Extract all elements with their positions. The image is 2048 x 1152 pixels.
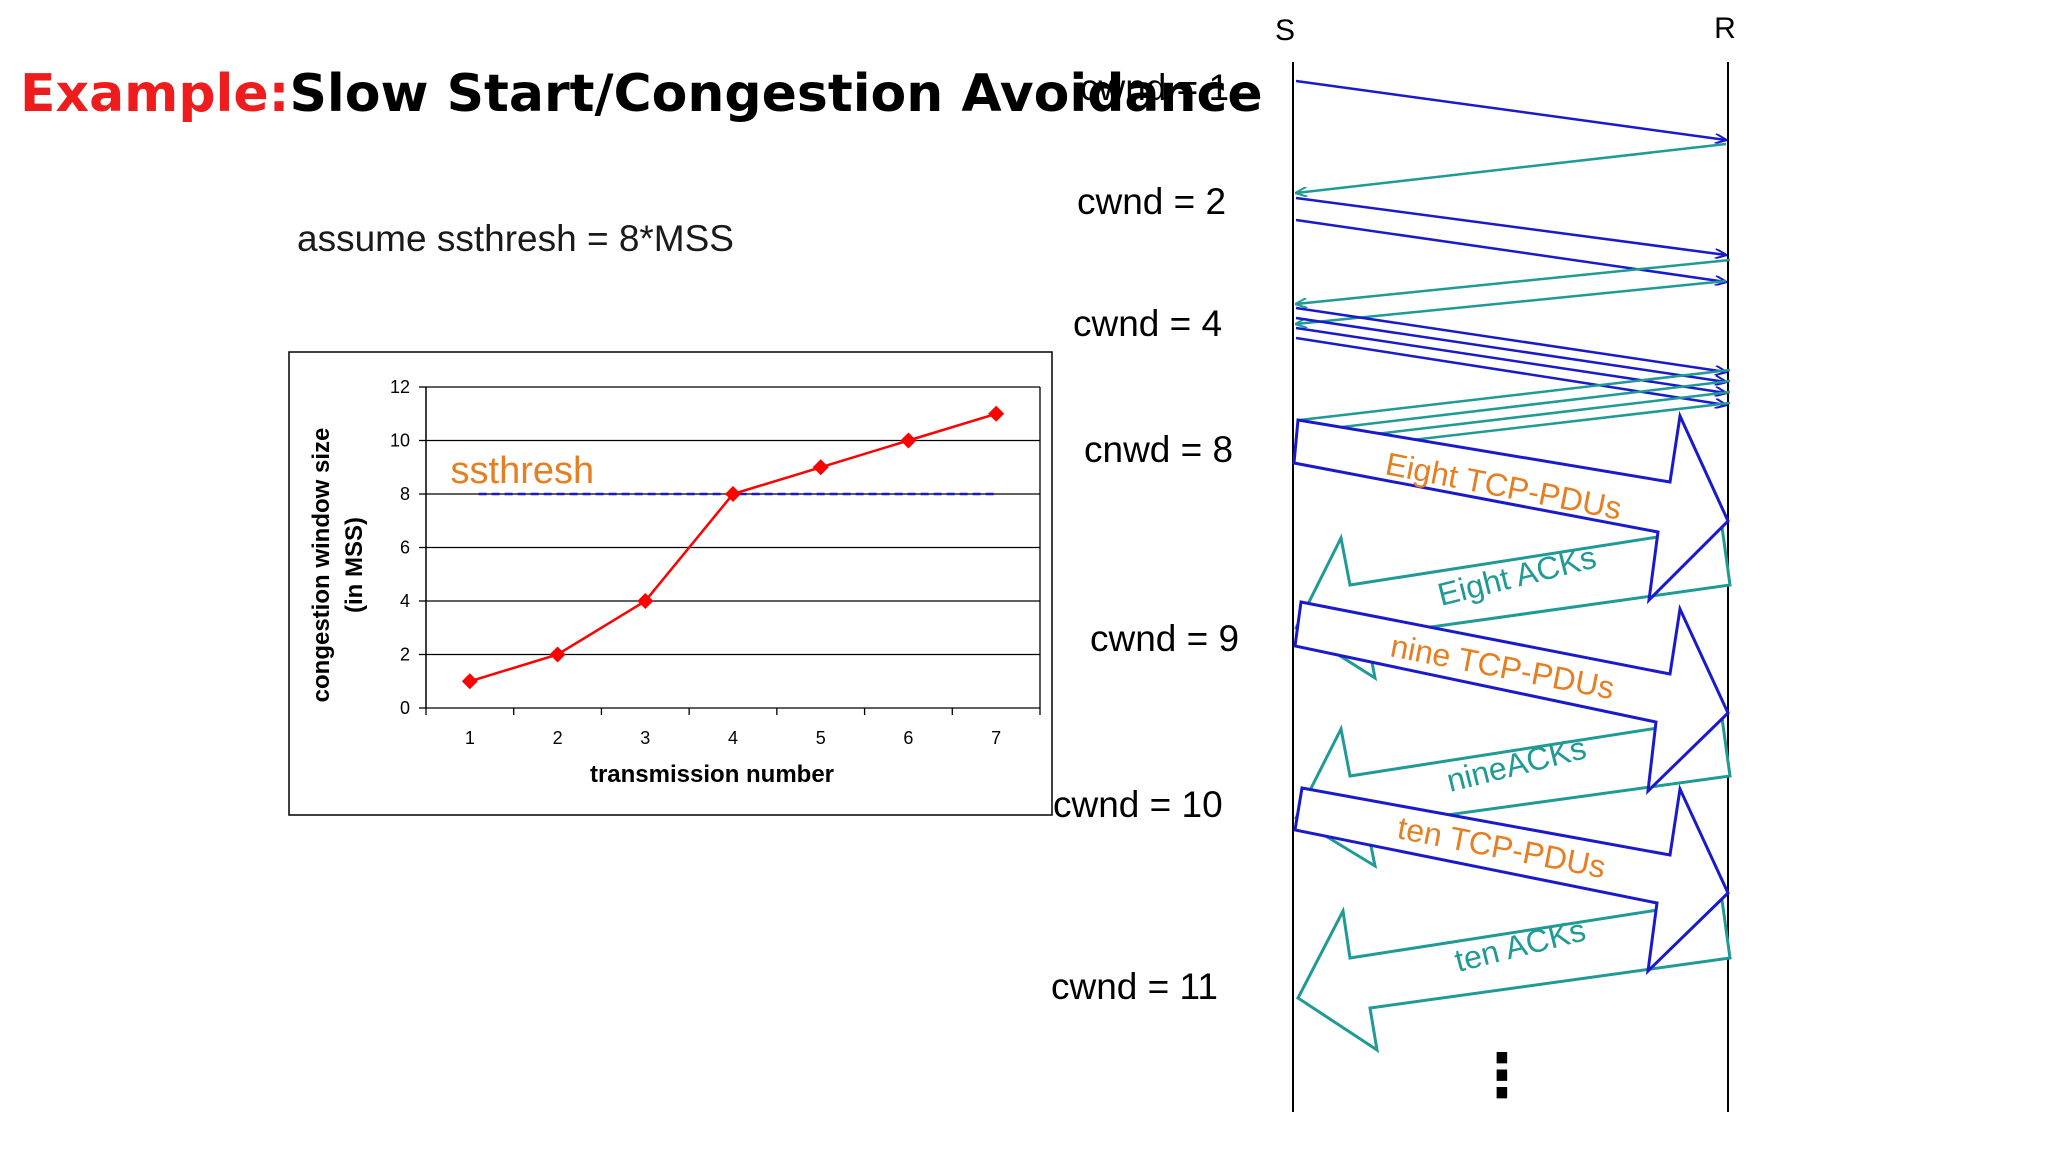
- continuation-ellipsis: ⋮: [1472, 1041, 1532, 1111]
- ack-arrow: [1299, 368, 1731, 422]
- y-tick-label: 6: [400, 538, 410, 558]
- sequence-diagram: S R cwnd = 1 cwnd = 2 cwnd = 4 cnwd = 8 …: [1051, 12, 1736, 1112]
- chart-y-axis-label-line1: congestion window size: [308, 428, 335, 703]
- cwnd-data-point: [637, 593, 654, 609]
- x-tick-label: 3: [640, 728, 650, 748]
- y-tick-label: 12: [390, 377, 410, 397]
- chart-y-tick-labels: 0 2 4 6 8 10 12: [390, 377, 410, 718]
- y-tick-label: 0: [400, 698, 410, 718]
- title-text: Slow Start/Congestion Avoidance: [289, 64, 1263, 124]
- segment-arrow: [1295, 336, 1726, 405]
- cwnd-label-10: cwnd = 10: [1053, 784, 1223, 825]
- ssthresh-assumption: assume ssthresh = 8*MSS: [297, 218, 734, 259]
- slide-title: Example:Slow Start/Congestion Avoidance: [20, 64, 1263, 124]
- title-prefix: Example:: [20, 64, 290, 124]
- chart-frame: [288, 351, 1053, 816]
- ack-arrow: [1296, 279, 1727, 324]
- y-tick-label: 2: [400, 645, 410, 665]
- ack-arrow: [1296, 258, 1731, 304]
- segment-arrows: [1295, 79, 1731, 455]
- y-tick-label: 10: [390, 431, 410, 451]
- cwnd-label-8: cnwd = 8: [1084, 429, 1233, 470]
- ack-arrow: [1296, 142, 1727, 193]
- cwnd-label-2: cwnd = 2: [1077, 181, 1226, 222]
- segment-arrow: [1295, 316, 1726, 382]
- receiver-label: R: [1714, 12, 1736, 45]
- x-tick-label: 7: [991, 728, 1001, 748]
- ack-block-arrow-9: [1294, 716, 1732, 870]
- cwnd-label-11: cwnd = 11: [1051, 966, 1218, 1007]
- ack-arrow: [1299, 379, 1731, 434]
- segment-arrow: [1295, 218, 1726, 282]
- y-tick-label: 4: [400, 591, 410, 611]
- cwnd-label-9: cwnd = 9: [1090, 618, 1239, 659]
- x-tick-label: 2: [553, 728, 563, 748]
- x-tick-label: 5: [816, 728, 826, 748]
- pdu-block-arrow-9: [1293, 600, 1730, 796]
- y-tick-label: 8: [400, 484, 410, 504]
- sender-label: S: [1275, 14, 1295, 47]
- cwnd-series-points: [461, 405, 1005, 690]
- pdu-label-10: ten TCP-PDUs: [1395, 810, 1609, 886]
- cwnd-data-point: [725, 486, 741, 502]
- x-tick-label: 1: [465, 728, 475, 748]
- ack-block-arrow-10: [1296, 898, 1732, 1054]
- cwnd-label-1: cwnd = 1: [1080, 67, 1229, 108]
- cwnd-data-point: [812, 459, 829, 476]
- cwnd-data-point: [549, 646, 566, 663]
- chart-x-axis-label: transmission number: [590, 761, 834, 788]
- cwnd-data-point: [461, 673, 478, 690]
- x-tick-label: 6: [903, 728, 913, 748]
- pdu-block-arrow-10: [1293, 783, 1730, 976]
- pdu-block-arrow-8: [1292, 410, 1730, 605]
- chart-x-tick-labels: 1 2 3 4 5 6 7: [465, 728, 1001, 748]
- chart-y-axis-label-line2: (in MSS): [341, 517, 368, 613]
- ssthresh-label: ssthresh: [451, 450, 595, 492]
- segment-arrow: [1295, 79, 1726, 140]
- segment-arrow: [1295, 306, 1726, 372]
- cwnd-data-point: [988, 405, 1005, 422]
- cwnd-label-4: cwnd = 4: [1073, 303, 1222, 344]
- segment-arrow: [1295, 196, 1726, 255]
- segment-arrow: [1295, 326, 1726, 393]
- x-tick-label: 4: [728, 728, 738, 748]
- cwnd-data-point: [900, 432, 917, 449]
- pdu-label-9: nine TCP-PDUs: [1388, 628, 1618, 707]
